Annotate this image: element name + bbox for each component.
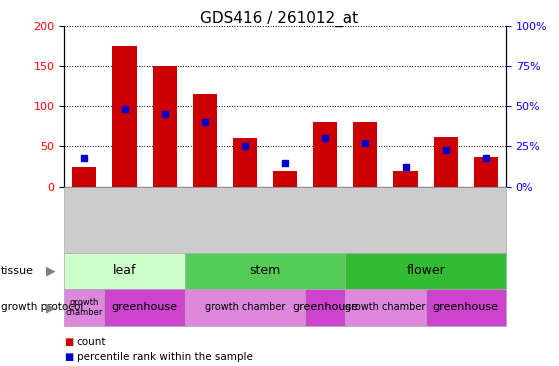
Bar — [474, 157, 498, 187]
Bar — [394, 171, 418, 187]
Text: count: count — [77, 337, 106, 347]
Text: GDS416 / 261012_at: GDS416 / 261012_at — [201, 11, 358, 27]
Text: tissue: tissue — [1, 266, 34, 276]
Text: ▶: ▶ — [45, 264, 55, 277]
Bar — [72, 167, 96, 187]
Bar — [112, 46, 136, 187]
Bar — [353, 122, 377, 187]
Bar — [434, 137, 458, 187]
Text: ■: ■ — [64, 352, 74, 362]
Bar — [193, 94, 217, 187]
Text: greenhouse: greenhouse — [112, 302, 178, 313]
Text: growth protocol: growth protocol — [1, 302, 83, 313]
Text: growth
chamber: growth chamber — [65, 298, 103, 317]
Text: growth chamber: growth chamber — [345, 302, 425, 313]
Text: greenhouse: greenhouse — [433, 302, 499, 313]
Text: growth chamber: growth chamber — [205, 302, 285, 313]
Text: ▶: ▶ — [45, 301, 55, 314]
Text: leaf: leaf — [113, 264, 136, 277]
Text: greenhouse: greenhouse — [292, 302, 358, 313]
Bar — [153, 66, 177, 187]
Bar — [273, 171, 297, 187]
Text: percentile rank within the sample: percentile rank within the sample — [77, 352, 253, 362]
Bar — [233, 138, 257, 187]
Text: stem: stem — [249, 264, 281, 277]
Text: ■: ■ — [64, 337, 74, 347]
Bar — [313, 122, 337, 187]
Text: flower: flower — [406, 264, 445, 277]
